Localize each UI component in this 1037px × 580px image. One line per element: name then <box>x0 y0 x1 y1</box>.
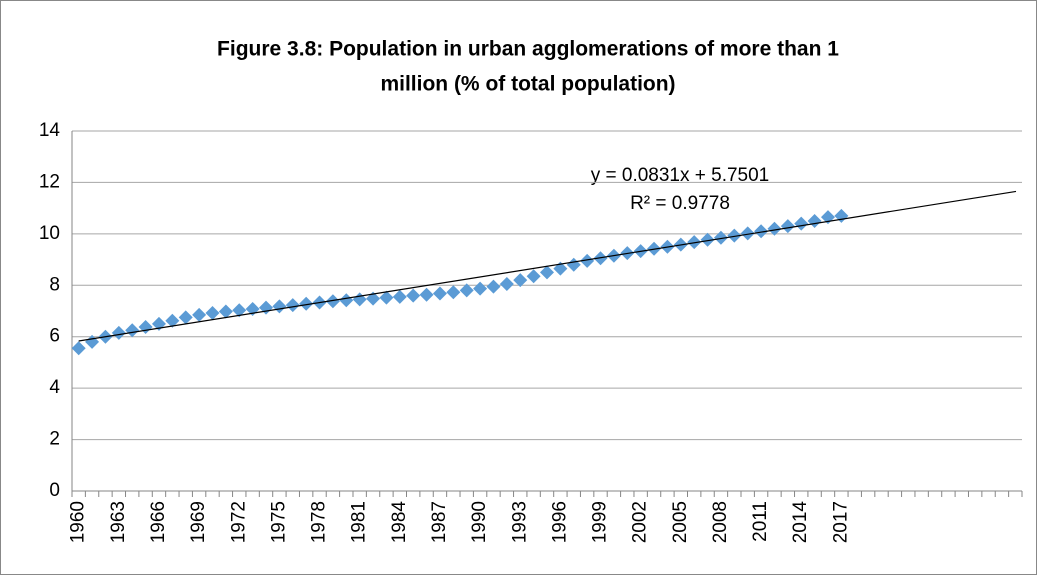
data-marker <box>687 235 702 250</box>
data-marker <box>459 283 474 298</box>
chart-title: Figure 3.8: Population in urban agglomer… <box>217 38 839 61</box>
x-tick-label: 1990 <box>469 501 490 543</box>
data-marker <box>125 323 140 338</box>
trendline <box>78 190 1017 342</box>
y-tick-label: 8 <box>49 274 60 295</box>
data-marker <box>325 294 340 309</box>
x-tick-label: 1969 <box>188 501 209 543</box>
x-tick-label: 1987 <box>429 501 450 543</box>
data-marker <box>165 313 180 328</box>
data-marker <box>473 281 488 296</box>
data-marker <box>178 310 193 325</box>
data-marker <box>71 341 86 356</box>
x-tick-label: 1972 <box>228 501 249 543</box>
y-tick-label: 2 <box>49 429 60 450</box>
x-tick-label: 2011 <box>750 501 771 542</box>
x-tick-label: 1975 <box>268 501 289 543</box>
y-tick-label: 12 <box>39 171 60 192</box>
x-tick-label: 1996 <box>549 501 570 543</box>
data-marker <box>540 265 554 280</box>
x-tick-label: 2002 <box>630 501 651 543</box>
x-tick-label: 2008 <box>710 501 731 543</box>
data-marker <box>406 288 421 303</box>
x-tick-label: 1993 <box>509 501 530 543</box>
data-marker <box>513 273 528 288</box>
x-tick-label: 2014 <box>790 501 811 544</box>
data-marker <box>767 221 782 236</box>
data-marker <box>794 216 809 231</box>
data-marker <box>580 253 595 268</box>
data-marker <box>700 232 715 247</box>
data-marker <box>713 230 728 245</box>
data-marker <box>446 285 461 300</box>
data-marker <box>192 307 207 322</box>
x-tick-label: 2005 <box>670 501 691 543</box>
data-marker <box>727 228 742 243</box>
trend-r-squared: R² = 0.9778 <box>630 193 730 214</box>
data-marker <box>379 290 394 305</box>
y-tick-label: 6 <box>49 326 60 347</box>
data-marker <box>205 306 220 321</box>
data-marker <box>339 293 354 308</box>
x-tick-label: 1966 <box>148 501 169 543</box>
x-tick-label: 1963 <box>108 501 129 543</box>
x-tick-label: 1999 <box>590 501 611 543</box>
data-marker <box>499 277 514 291</box>
data-marker <box>754 224 769 239</box>
chart-subtitle: million (% of total population) <box>380 73 675 96</box>
data-marker <box>780 219 795 234</box>
y-tick-label: 14 <box>39 120 61 141</box>
data-marker <box>111 325 126 340</box>
data-marker <box>285 298 300 313</box>
data-marker <box>419 287 434 302</box>
x-tick-label: 2017 <box>830 501 851 543</box>
x-tick-label: 1981 <box>349 501 370 543</box>
x-tick-label: 1960 <box>68 501 89 543</box>
data-marker <box>526 269 541 284</box>
y-tick-label: 0 <box>49 480 60 501</box>
data-marker <box>232 303 247 318</box>
x-tick-label: 1978 <box>309 501 330 543</box>
x-tick-label: 1984 <box>389 501 410 544</box>
data-marker <box>218 304 233 319</box>
data-marker <box>392 289 407 304</box>
data-marker <box>486 279 501 294</box>
data-marker <box>299 296 314 311</box>
trend-equation: y = 0.0831x + 5.7501 <box>591 165 770 186</box>
y-tick-label: 4 <box>49 377 60 398</box>
data-marker <box>432 286 447 301</box>
y-tick-label: 10 <box>39 223 60 244</box>
data-marker <box>740 226 755 241</box>
